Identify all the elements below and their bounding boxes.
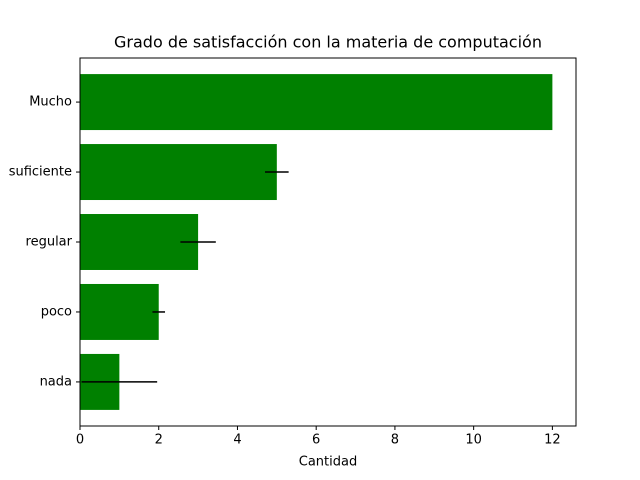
x-tick-label: 10: [465, 433, 482, 448]
bar: [80, 144, 277, 201]
x-tick-label: 6: [312, 433, 320, 448]
y-tick-label: nada: [40, 374, 72, 389]
chart-title: Grado de satisfacción con la materia de …: [114, 33, 542, 52]
bar: [80, 214, 199, 270]
y-tick-label: regular: [26, 235, 73, 250]
x-tick-label: 8: [391, 433, 399, 448]
x-tick-label: 2: [155, 433, 163, 448]
bar: [80, 283, 159, 340]
x-tick-label: 0: [76, 433, 84, 448]
x-tick-label: 4: [233, 433, 241, 448]
x-axis-label: Cantidad: [299, 455, 357, 470]
y-tick-label: Mucho: [29, 95, 72, 110]
y-tick-label: suficiente: [9, 165, 72, 180]
bar: [80, 74, 553, 131]
x-tick-label: 12: [544, 433, 561, 448]
plot-frame: [79, 57, 577, 427]
y-tick-label: poco: [41, 304, 72, 319]
